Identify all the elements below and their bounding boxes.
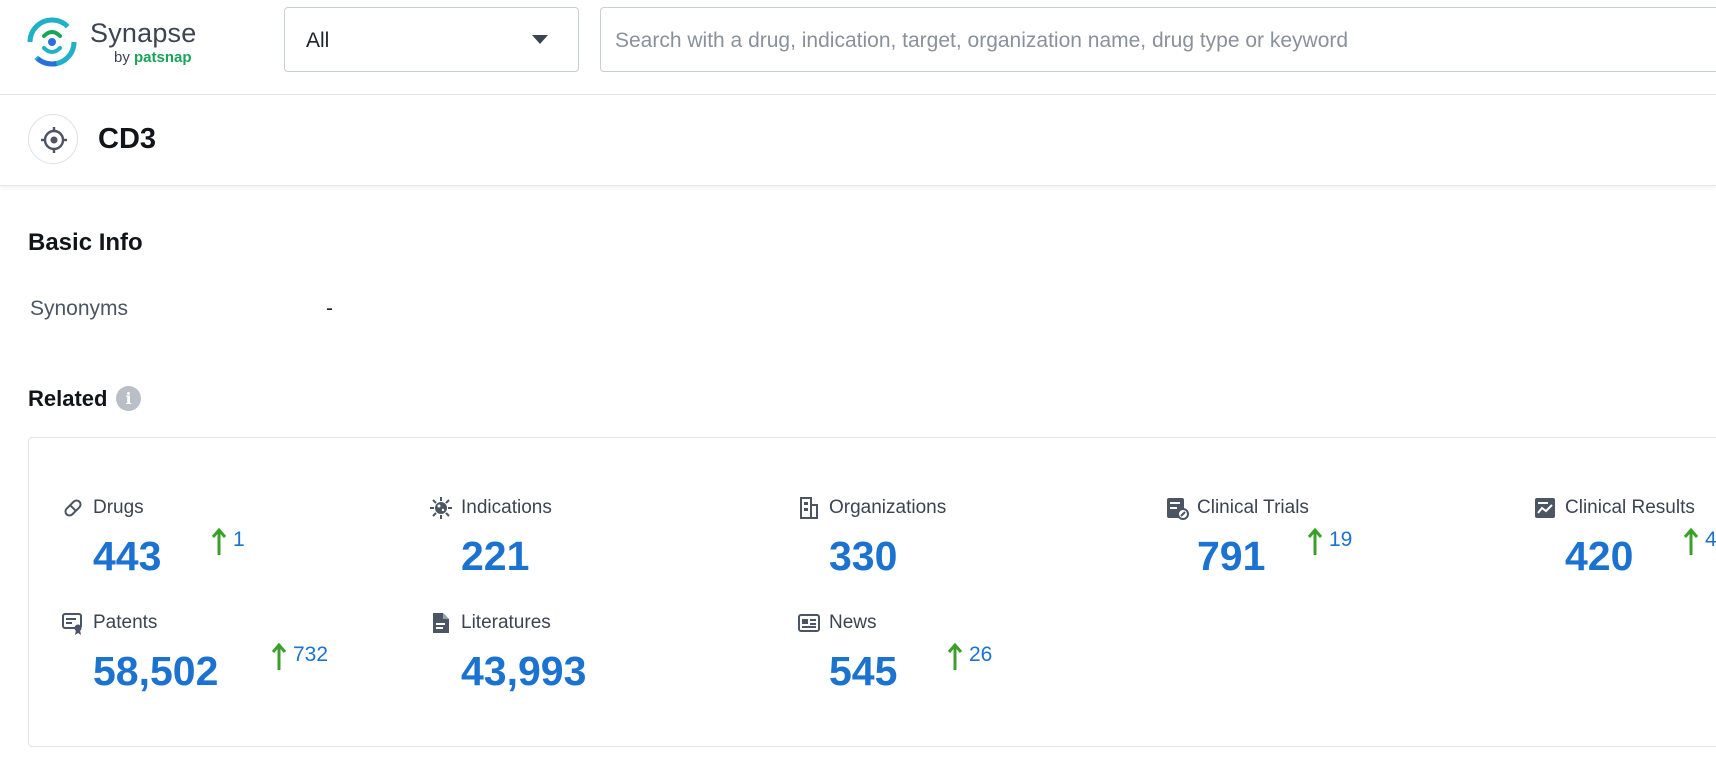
stat-value: 420	[1565, 533, 1633, 580]
stat-clinical-results[interactable]: Clinical Results 420 4	[1533, 493, 1716, 593]
stat-label: Organizations	[829, 497, 946, 519]
arrow-up-icon	[947, 642, 963, 672]
stat-label: News	[829, 612, 877, 634]
stat-value: 43,993	[461, 648, 586, 695]
stat-value: 221	[461, 533, 529, 580]
patent-icon	[61, 611, 85, 635]
stat-label: Patents	[93, 612, 157, 634]
stat-label: Clinical Trials	[1197, 497, 1309, 519]
search-scope-select[interactable]: All	[284, 7, 579, 72]
arrow-up-icon	[271, 642, 287, 672]
stat-delta-value: 19	[1329, 528, 1352, 552]
stat-delta-value: 26	[969, 643, 992, 667]
search-box[interactable]	[600, 7, 1716, 72]
stat-label: Drugs	[93, 497, 144, 519]
stat-label: Indications	[461, 497, 552, 519]
top-header: Synapse by patsnap All	[0, 0, 1716, 95]
caret-down-icon	[532, 35, 548, 44]
info-icon[interactable]: i	[116, 386, 141, 411]
entity-title: CD3	[98, 123, 156, 156]
stat-delta-value: 1	[233, 528, 245, 552]
arrow-up-icon	[1307, 527, 1323, 557]
virus-icon	[429, 496, 453, 520]
stat-label: Clinical Results	[1565, 497, 1695, 519]
synonyms-label: Synonyms	[30, 297, 128, 321]
document-icon	[429, 611, 453, 635]
building-icon	[797, 496, 821, 520]
stat-organizations[interactable]: Organizations 330	[797, 493, 1127, 593]
stat-clinical-trials[interactable]: Clinical Trials 791 19	[1165, 493, 1495, 593]
related-stats-card: Drugs 443 1 Indications 221	[28, 437, 1716, 747]
search-scope-value: All	[306, 29, 329, 53]
search-input[interactable]	[613, 22, 1617, 60]
logo-byline: by patsnap	[114, 49, 192, 66]
newspaper-icon	[797, 611, 821, 635]
synapse-logo-icon	[26, 16, 78, 68]
stat-delta-value: 732	[293, 643, 328, 667]
stat-drugs[interactable]: Drugs 443 1	[61, 493, 391, 593]
stat-value: 791	[1197, 533, 1265, 580]
logo-name: Synapse	[90, 18, 196, 49]
stat-value: 58,502	[93, 648, 218, 695]
related-title: Related	[28, 386, 107, 412]
stat-patents[interactable]: Patents 58,502 732	[61, 608, 391, 708]
logo-brand-text: patsnap	[134, 49, 192, 66]
stat-news[interactable]: News 545 26	[797, 608, 1127, 708]
stat-indications[interactable]: Indications 221	[429, 493, 759, 593]
stat-value: 545	[829, 648, 897, 695]
basic-info-title: Basic Info	[28, 229, 143, 257]
entity-header: CD3	[0, 95, 1716, 186]
stat-value: 443	[93, 533, 161, 580]
synonyms-value: -	[326, 297, 333, 321]
logo-by-text: by	[114, 49, 130, 66]
clinical-trials-icon	[1165, 496, 1189, 520]
synapse-logo[interactable]: Synapse by patsnap	[26, 16, 206, 70]
target-icon	[28, 114, 78, 164]
arrow-up-icon	[211, 527, 227, 557]
clinical-results-icon	[1533, 496, 1557, 520]
stat-label: Literatures	[461, 612, 551, 634]
stat-delta-value: 4	[1705, 528, 1716, 552]
arrow-up-icon	[1683, 527, 1699, 557]
stat-value: 330	[829, 533, 897, 580]
pill-icon	[61, 496, 85, 520]
stat-literatures[interactable]: Literatures 43,993	[429, 608, 759, 708]
